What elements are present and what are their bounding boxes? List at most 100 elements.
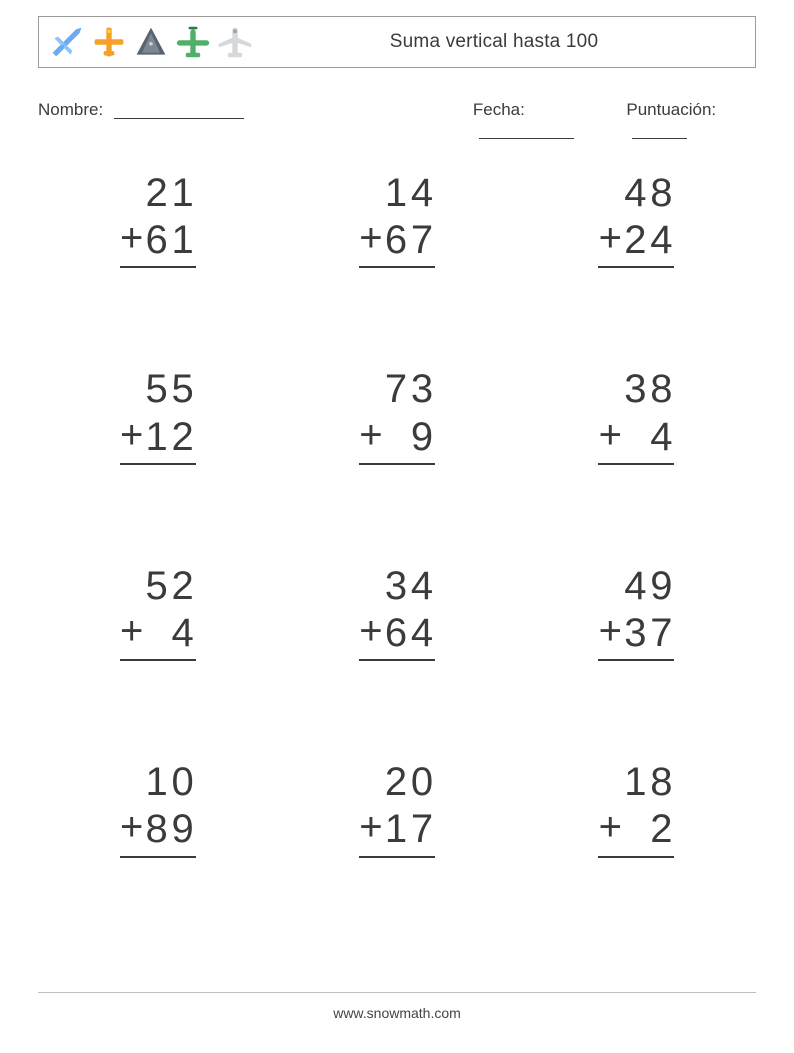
airliner-icon: [217, 24, 253, 60]
tens-digit: [622, 806, 648, 853]
operator: +: [120, 414, 144, 461]
answer-line[interactable]: [359, 463, 435, 507]
header-icons: [49, 24, 253, 60]
problem: 10+89: [38, 759, 277, 899]
addend-bottom: +67: [359, 217, 435, 264]
addend-top: 18: [598, 759, 674, 806]
ones-digit: 3: [409, 366, 435, 413]
addend-bottom: +4: [120, 610, 196, 657]
tens-digit: [144, 610, 170, 657]
operator: +: [598, 806, 622, 853]
tens-digit: 5: [144, 366, 170, 413]
answer-line[interactable]: [598, 463, 674, 507]
ones-digit: 4: [409, 170, 435, 217]
ones-digit: 4: [409, 610, 435, 657]
problem: 55+12: [38, 366, 277, 506]
tens-digit: 2: [383, 759, 409, 806]
ones-digit: 7: [409, 806, 435, 853]
answer-line[interactable]: [120, 463, 196, 507]
answer-line[interactable]: [359, 266, 435, 310]
ones-digit: 0: [170, 759, 196, 806]
addend-bottom: +61: [120, 217, 196, 264]
answer-line[interactable]: [598, 266, 674, 310]
problems-grid: 21+6114+6748+2455+1273+938+452+434+6449+…: [38, 170, 756, 900]
tens-digit: 2: [144, 170, 170, 217]
problem-stack: 48+24: [598, 170, 674, 310]
ones-digit: 5: [170, 366, 196, 413]
problem-stack: 20+17: [359, 759, 435, 899]
addend-top: 55: [120, 366, 196, 413]
problem-stack: 52+4: [120, 563, 196, 703]
op-placeholder: [359, 563, 383, 610]
addend-top: 48: [598, 170, 674, 217]
tens-digit: 1: [144, 414, 170, 461]
info-row: Nombre: Fecha: Puntuación:: [38, 100, 756, 140]
addend-top: 10: [120, 759, 196, 806]
problem: 21+61: [38, 170, 277, 310]
ones-digit: 7: [409, 217, 435, 264]
ones-digit: 9: [648, 563, 674, 610]
tens-digit: 6: [383, 217, 409, 264]
ones-digit: 4: [170, 610, 196, 657]
problem: 52+4: [38, 563, 277, 703]
op-placeholder: [598, 759, 622, 806]
ones-digit: 4: [648, 217, 674, 264]
ones-digit: 2: [170, 563, 196, 610]
header: Suma vertical hasta 100: [38, 16, 756, 68]
op-placeholder: [120, 759, 144, 806]
problem: 48+24: [517, 170, 756, 310]
operator: +: [120, 217, 144, 264]
answer-line[interactable]: [120, 266, 196, 310]
ones-digit: 2: [170, 414, 196, 461]
date-blank[interactable]: [479, 138, 574, 139]
footer: www.snowmath.com: [38, 992, 756, 1025]
problem: 49+37: [517, 563, 756, 703]
addend-bottom: +4: [598, 414, 674, 461]
addend-top: 34: [359, 563, 435, 610]
ones-digit: 9: [170, 806, 196, 853]
footer-url: www.snowmath.com: [333, 1005, 461, 1021]
problem: 18+2: [517, 759, 756, 899]
tens-digit: 6: [144, 217, 170, 264]
op-placeholder: [120, 563, 144, 610]
tens-digit: 5: [144, 563, 170, 610]
problem: 20+17: [277, 759, 516, 899]
problem: 34+64: [277, 563, 516, 703]
tens-digit: 4: [622, 170, 648, 217]
problem: 38+4: [517, 366, 756, 506]
problem-stack: 38+4: [598, 366, 674, 506]
propeller-plane-icon: [175, 24, 211, 60]
answer-line[interactable]: [359, 856, 435, 900]
problem: 14+67: [277, 170, 516, 310]
ones-digit: 7: [648, 610, 674, 657]
score-label: Puntuación:: [626, 100, 716, 119]
addend-bottom: +12: [120, 414, 196, 461]
answer-line[interactable]: [120, 659, 196, 703]
answer-line[interactable]: [598, 659, 674, 703]
problem-stack: 18+2: [598, 759, 674, 899]
answer-line[interactable]: [120, 856, 196, 900]
operator: +: [359, 217, 383, 264]
answer-line[interactable]: [359, 659, 435, 703]
problem-stack: 34+64: [359, 563, 435, 703]
op-placeholder: [120, 170, 144, 217]
addend-top: 49: [598, 563, 674, 610]
answer-line[interactable]: [598, 856, 674, 900]
ones-digit: 8: [648, 170, 674, 217]
name-label: Nombre:: [38, 100, 103, 119]
tens-digit: 2: [622, 217, 648, 264]
problem-stack: 14+67: [359, 170, 435, 310]
name-blank[interactable]: [114, 118, 244, 119]
problem-stack: 73+9: [359, 366, 435, 506]
problem: 73+9: [277, 366, 516, 506]
tens-digit: 1: [383, 806, 409, 853]
score-blank[interactable]: [632, 138, 687, 139]
ones-digit: 1: [170, 217, 196, 264]
ones-digit: 8: [648, 366, 674, 413]
operator: +: [120, 610, 144, 657]
plane-cross-icon: [91, 24, 127, 60]
tens-digit: [622, 414, 648, 461]
ones-digit: 1: [170, 170, 196, 217]
addend-top: 14: [359, 170, 435, 217]
date-label: Fecha:: [473, 100, 525, 119]
